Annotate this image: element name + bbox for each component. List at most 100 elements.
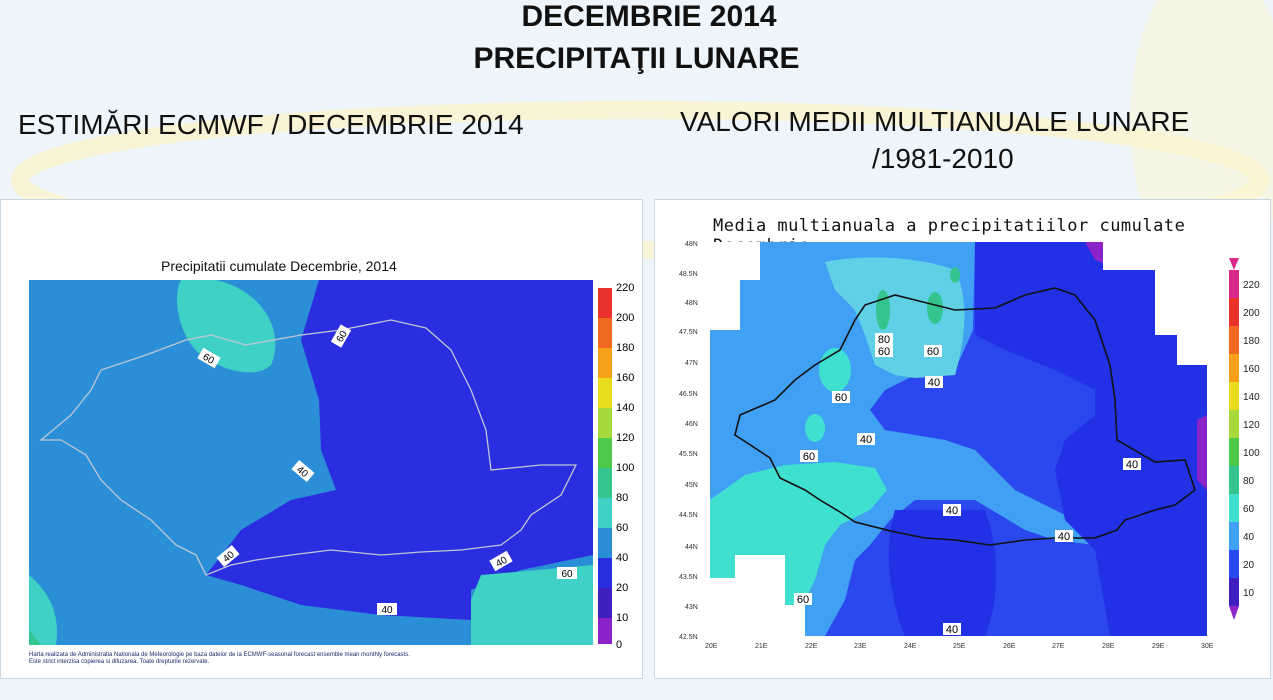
svg-text:48.5N: 48.5N (679, 271, 698, 278)
svg-text:120: 120 (616, 432, 634, 444)
svg-text:27E: 27E (1052, 643, 1065, 650)
svg-text:180: 180 (616, 342, 634, 354)
svg-text:46.5N: 46.5N (679, 391, 698, 398)
contour-labels: 80 60 60 40 60 40 60 40 40 40 60 40 (794, 333, 1141, 636)
svg-text:20: 20 (616, 582, 628, 594)
svg-text:140: 140 (616, 402, 634, 414)
field-20-40-south (888, 510, 997, 636)
field-80-100 (876, 290, 890, 330)
svg-text:40: 40 (946, 505, 958, 517)
svg-text:43.5N: 43.5N (679, 574, 698, 581)
svg-text:60: 60 (803, 451, 815, 463)
field-60-80-west (29, 575, 57, 645)
svg-text:10: 10 (1243, 588, 1255, 599)
svg-text:46N: 46N (685, 421, 698, 428)
svg-text:40: 40 (494, 555, 510, 570)
page-title: DECEMBRIE 2014 (521, 0, 777, 33)
svg-text:40: 40 (1243, 532, 1255, 543)
right-heading-period: /1981-2010 (872, 143, 1014, 174)
climatology-legend: 220 200 180 160 140 120 100 80 60 40 20 … (1229, 258, 1260, 620)
ecmwf-precip-map: 60 60 40 40 40 60 40 220 200 180 160 140… (29, 280, 634, 651)
svg-text:200: 200 (1243, 308, 1260, 319)
svg-text:40: 40 (616, 552, 628, 564)
left-heading: ESTIMĂRI ECMWF / DECEMBRIE 2014 (18, 109, 524, 140)
svg-text:160: 160 (1243, 364, 1260, 375)
contour-label: 60 (557, 567, 577, 580)
masked-area (710, 555, 805, 636)
svg-text:47.5N: 47.5N (679, 329, 698, 336)
svg-text:60: 60 (797, 594, 809, 606)
svg-text:220: 220 (1243, 280, 1260, 291)
svg-text:20: 20 (1243, 560, 1255, 571)
svg-text:60: 60 (1243, 504, 1255, 515)
contour-label: 60 (330, 324, 352, 348)
svg-text:100: 100 (616, 462, 634, 474)
svg-text:47N: 47N (685, 360, 698, 367)
svg-text:24E: 24E (904, 643, 917, 650)
svg-text:26E: 26E (1003, 643, 1016, 650)
svg-text:40: 40 (946, 624, 958, 636)
field-80-100 (950, 267, 960, 283)
svg-text:60: 60 (561, 569, 573, 580)
svg-text:21E: 21E (755, 643, 768, 650)
svg-text:0: 0 (616, 639, 622, 651)
svg-text:120: 120 (1243, 420, 1260, 431)
svg-text:48N: 48N (685, 300, 698, 307)
field-80-100 (29, 630, 41, 645)
contour-label: 40 (377, 603, 397, 616)
svg-text:80: 80 (616, 492, 628, 504)
climatology-precip-map: 48N 48.5N 48N 47.5N 47N 46.5N 46N 45.5N … (679, 241, 1260, 650)
climatology-map-panel: Media multianuala a precipitatiilor cumu… (654, 199, 1271, 679)
svg-text:28E: 28E (1102, 643, 1115, 650)
romania-border (39, 319, 578, 576)
svg-text:10: 10 (616, 612, 628, 624)
svg-text:80: 80 (878, 334, 890, 346)
svg-text:44.5N: 44.5N (679, 512, 698, 519)
svg-text:180: 180 (1243, 336, 1260, 347)
latitude-ticks: 48N 48.5N 48N 47.5N 47N 46.5N 46N 45.5N … (679, 241, 698, 641)
romania-border (734, 287, 1196, 546)
svg-text:45N: 45N (685, 482, 698, 489)
svg-text:40: 40 (928, 377, 940, 389)
masked-area (710, 242, 760, 330)
field-20-40-east (975, 242, 1207, 636)
contour-label: 60 (197, 347, 221, 369)
svg-text:40: 40 (1058, 531, 1070, 543)
longitude-ticks: 20E 21E 22E 23E 24E 25E 26E 27E 28E 29E … (705, 643, 1214, 650)
field-20-40 (206, 280, 593, 620)
svg-text:80: 80 (1243, 476, 1255, 487)
svg-text:22E: 22E (805, 643, 818, 650)
svg-text:100: 100 (1243, 448, 1260, 459)
masked-area (1103, 242, 1207, 365)
svg-text:23E: 23E (854, 643, 867, 650)
ecmwf-map-footer: Harta realizata de Administratia Nationa… (29, 652, 410, 665)
svg-text:220: 220 (616, 282, 634, 294)
svg-text:43N: 43N (685, 604, 698, 611)
svg-text:20E: 20E (705, 643, 718, 650)
ecmwf-map-title: Precipitatii cumulate Decembrie, 2014 (161, 258, 397, 274)
svg-text:160: 160 (616, 372, 634, 384)
svg-text:42.5N: 42.5N (679, 634, 698, 641)
svg-text:40: 40 (860, 434, 872, 446)
field-0-10 (1197, 415, 1207, 490)
svg-text:60: 60 (835, 392, 847, 404)
svg-text:60: 60 (201, 352, 217, 367)
svg-text:44N: 44N (685, 544, 698, 551)
svg-text:29E: 29E (1152, 643, 1165, 650)
svg-text:40: 40 (1126, 459, 1138, 471)
svg-text:40: 40 (381, 605, 393, 616)
field-80-100 (927, 292, 943, 324)
ecmwf-map-panel: Precipitatii cumulate Decembrie, 2014 60… (0, 199, 643, 679)
svg-text:60: 60 (616, 522, 628, 534)
ecmwf-legend: 220 200 180 160 140 120 100 80 60 40 20 … (598, 282, 634, 651)
field-60-80-blob (819, 348, 851, 392)
svg-text:48N: 48N (685, 241, 698, 248)
field-60-80-east (471, 565, 593, 645)
svg-text:200: 200 (616, 312, 634, 324)
field-60-80-blob (805, 414, 825, 442)
right-heading: VALORI MEDII MULTIANUALE LUNARE (680, 106, 1190, 137)
svg-text:45.5N: 45.5N (679, 451, 698, 458)
field-60-80-north (177, 280, 276, 373)
contour-label: 40 (489, 550, 513, 572)
svg-text:60: 60 (335, 329, 350, 345)
